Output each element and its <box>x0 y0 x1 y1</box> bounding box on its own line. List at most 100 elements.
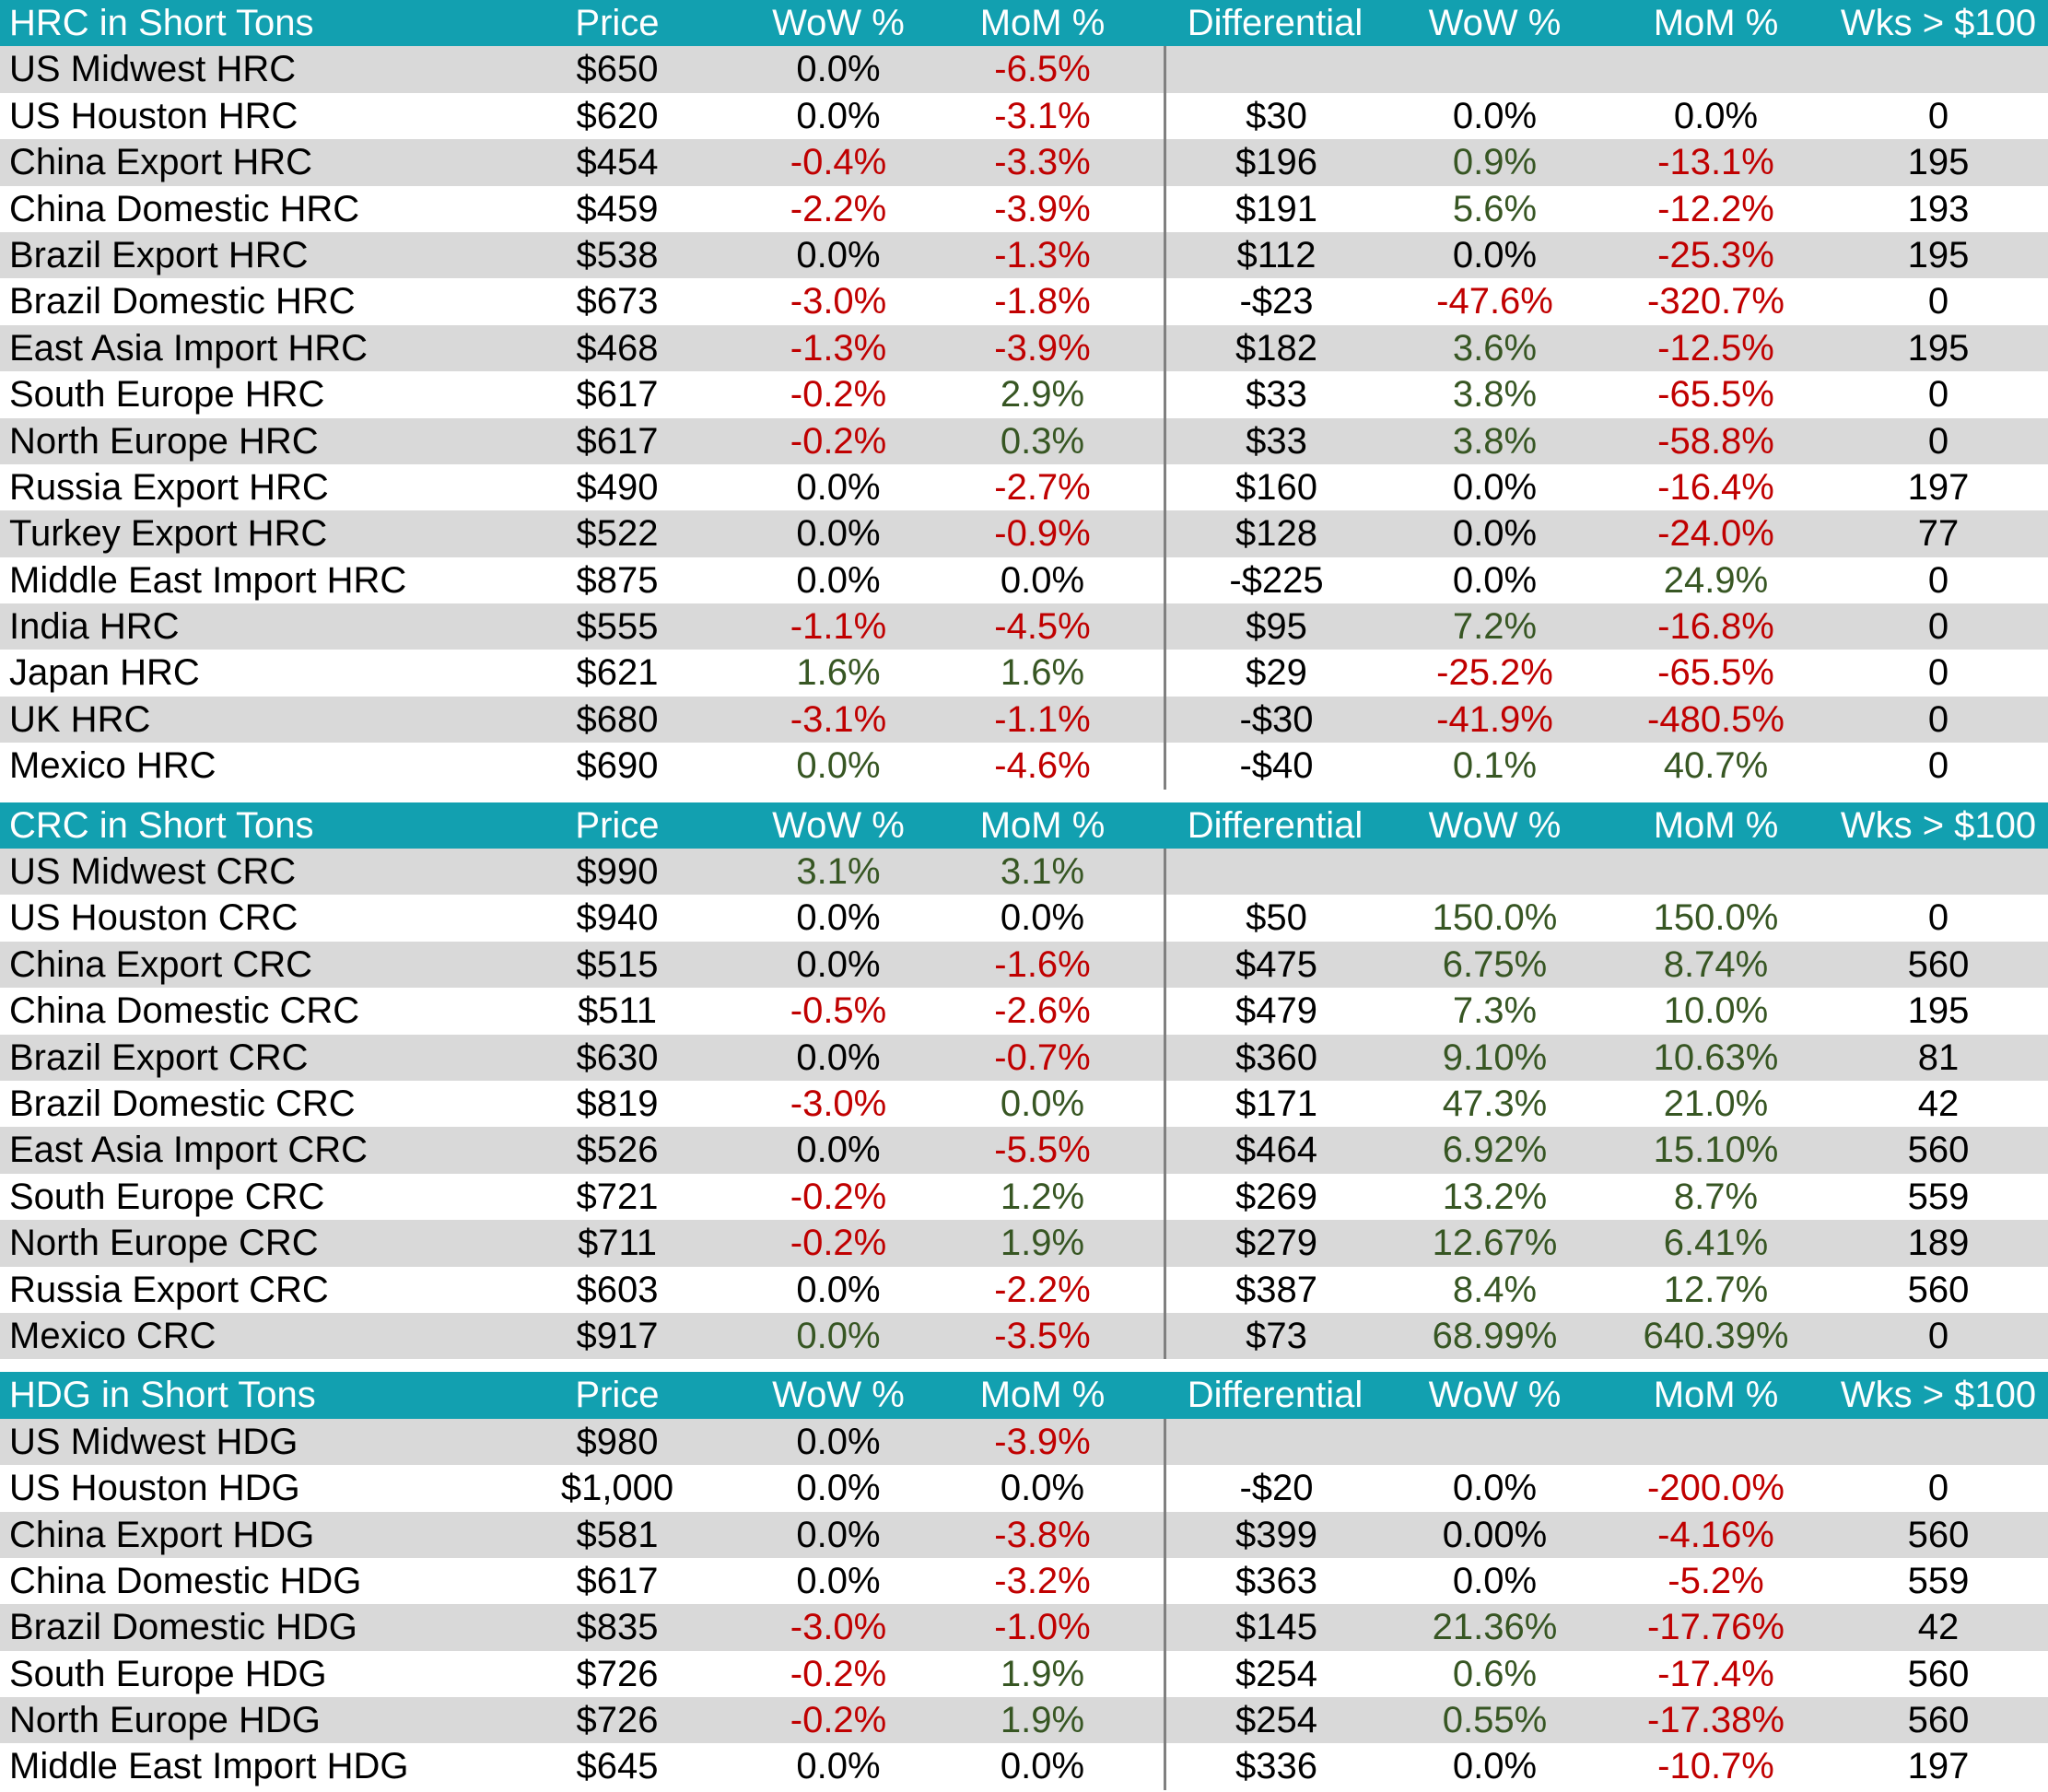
cell-price: $726 <box>576 1653 659 1694</box>
cell-mom-pct: 0.0% <box>1000 1083 1085 1124</box>
cell-differential-mom-pct: -200.0% <box>1647 1468 1785 1509</box>
cell-price: $511 <box>577 990 657 1032</box>
cell-mom-pct: -2.2% <box>994 1269 1091 1310</box>
cell-differential: $254 <box>1164 1650 1387 1698</box>
cell-differential <box>1164 46 1387 93</box>
cell-label: China Domestic HRC <box>9 188 360 229</box>
cell-label: Brazil Domestic CRC <box>9 1083 356 1124</box>
column-header-2: MoM % <box>979 1375 1106 1416</box>
cell-weeks-over-100: 560 <box>1907 1269 1970 1310</box>
cell-mom-pct: -2.6% <box>994 990 1091 1032</box>
cell-differential: $336 <box>1164 1743 1387 1790</box>
column-header-6: Wks > $100 <box>1840 1375 2037 1416</box>
cell-mom-pct: -1.3% <box>994 234 1091 275</box>
cell-differential-wow-pct: 0.0% <box>1452 234 1538 275</box>
cell-differential-mom-pct: 6.41% <box>1663 1223 1769 1264</box>
table-row: South Europe CRC $721 -0.2% 1.2% $269 13.2% 8.… <box>0 1173 2048 1221</box>
cell-weeks-over-100: 560 <box>1907 943 1970 985</box>
cell-differential-mom-pct: -17.38% <box>1647 1700 1785 1741</box>
cell-label: Russia Export CRC <box>9 1269 329 1310</box>
cell-differential-wow-pct: 0.1% <box>1452 745 1538 787</box>
table-row: Brazil Domestic HRC $673 -3.0% -1.8% -$23 -47… <box>0 278 2048 325</box>
cell-mom-pct: -3.9% <box>994 327 1091 369</box>
cell-wow-pct: -3.0% <box>790 1607 887 1648</box>
cell-wow-pct: 0.0% <box>796 1130 881 1171</box>
section-hdg: HDG in Short Tons Price WoW % MoM % Differen… <box>0 1372 2048 1790</box>
cell-differential <box>1164 1418 1387 1466</box>
cell-mom-pct: -1.0% <box>994 1607 1091 1648</box>
section-gap <box>0 789 2048 802</box>
column-header-0: Price <box>575 1375 660 1416</box>
cell-price: $690 <box>576 745 659 787</box>
cell-label: US Houston HDG <box>9 1468 300 1509</box>
cell-differential-mom-pct <box>1603 46 1829 92</box>
cell-differential-wow-pct: 21.36% <box>1432 1607 1558 1648</box>
column-header-4: WoW % <box>1428 804 1562 846</box>
cell-weeks-over-100: 0 <box>1927 420 1949 462</box>
cell-weeks-over-100: 77 <box>1917 513 1960 555</box>
table-row: Mexico HRC $690 0.0% -4.6% -$40 0.1% 40.7% 0 <box>0 743 2048 790</box>
cell-differential-mom-pct: -58.8% <box>1657 420 1774 462</box>
table-row: US Houston CRC $940 0.0% 0.0% $50 150.0% 150.0… <box>0 895 2048 942</box>
cell-label: US Midwest HRC <box>9 49 297 90</box>
cell-price: $645 <box>576 1746 659 1787</box>
cell-differential: $360 <box>1164 1034 1387 1081</box>
cell-differential-wow-pct: 6.75% <box>1442 943 1548 985</box>
table-row: US Midwest HRC $650 0.0% -6.5% <box>0 46 2048 93</box>
cell-differential-wow-pct: 9.10% <box>1442 1037 1548 1078</box>
cell-price: $603 <box>576 1269 659 1310</box>
cell-label: Brazil Domestic HDG <box>9 1607 357 1648</box>
cell-differential-wow-pct: 0.55% <box>1442 1700 1548 1741</box>
cell-price: $555 <box>576 606 659 648</box>
cell-differential-mom-pct: -10.7% <box>1657 1746 1774 1787</box>
cell-weeks-over-100: 197 <box>1907 466 1970 508</box>
section-header-row: HDG in Short Tons Price WoW % MoM % Differen… <box>0 1372 2048 1419</box>
cell-label: North Europe HDG <box>9 1700 321 1741</box>
cell-mom-pct: -0.7% <box>994 1037 1091 1078</box>
cell-differential-wow-pct: 7.3% <box>1452 990 1538 1032</box>
table-row: Middle East Import HRC $875 0.0% 0.0% -$225 0… <box>0 556 2048 604</box>
cell-mom-pct: -3.9% <box>994 188 1091 229</box>
cell-differential: $254 <box>1164 1697 1387 1744</box>
cell-mom-pct: 1.9% <box>1000 1700 1085 1741</box>
cell-wow-pct: 0.0% <box>796 745 881 787</box>
cell-differential: $30 <box>1164 92 1387 140</box>
cell-weeks-over-100: 0 <box>1927 897 1949 939</box>
cell-weeks-over-100: 195 <box>1907 327 1970 369</box>
cell-differential: $112 <box>1164 231 1387 279</box>
table-row: Mexico CRC $917 0.0% -3.5% $73 68.99% 640.39% 0 <box>0 1312 2048 1360</box>
cell-wow-pct: 0.0% <box>796 513 881 555</box>
cell-label: Japan HRC <box>9 652 200 694</box>
cell-wow-pct: -3.1% <box>790 698 887 740</box>
cell-wow-pct: 0.0% <box>796 1269 881 1310</box>
cell-differential: $160 <box>1164 463 1387 511</box>
cell-price: $468 <box>576 327 659 369</box>
cell-price: $990 <box>576 851 659 893</box>
cell-mom-pct: -0.9% <box>994 513 1091 555</box>
cell-mom-pct: 3.1% <box>1000 851 1085 893</box>
cell-mom-pct: 0.0% <box>1000 559 1085 601</box>
cell-differential-wow-pct <box>1387 46 1603 92</box>
cell-differential: $269 <box>1164 1173 1387 1221</box>
cell-weeks-over-100: 197 <box>1907 1746 1970 1787</box>
cell-wow-pct: 1.6% <box>796 652 881 694</box>
cell-differential-mom-pct: -17.4% <box>1657 1653 1774 1694</box>
cell-differential-wow-pct: 6.92% <box>1442 1130 1548 1171</box>
cell-differential-mom-pct: -16.8% <box>1657 606 1774 648</box>
cell-price: $490 <box>576 466 659 508</box>
cell-differential-mom-pct: 10.0% <box>1663 990 1769 1032</box>
table-row: Turkey Export HRC $522 0.0% -0.9% $128 0.0% -2… <box>0 510 2048 557</box>
table-row: Brazil Domestic CRC $819 -3.0% 0.0% $171 47.3… <box>0 1080 2048 1128</box>
cell-weeks-over-100: 0 <box>1927 698 1949 740</box>
cell-mom-pct: -3.3% <box>994 142 1091 183</box>
table-row: Middle East Import HDG $645 0.0% 0.0% $336 0.… <box>0 1743 2048 1790</box>
section-title: HDG in Short Tons <box>9 1375 316 1416</box>
cell-price: $617 <box>576 420 659 462</box>
cell-differential-wow-pct <box>1387 849 1603 895</box>
cell-price: $680 <box>576 698 659 740</box>
table-row: China Domestic CRC $511 -0.5% -2.6% $479 7.3%… <box>0 988 2048 1035</box>
cell-wow-pct: -0.2% <box>790 374 887 416</box>
cell-differential-wow-pct: 0.00% <box>1442 1514 1548 1555</box>
cell-label: US Houston CRC <box>9 897 298 939</box>
column-header-6: Wks > $100 <box>1840 3 2037 43</box>
